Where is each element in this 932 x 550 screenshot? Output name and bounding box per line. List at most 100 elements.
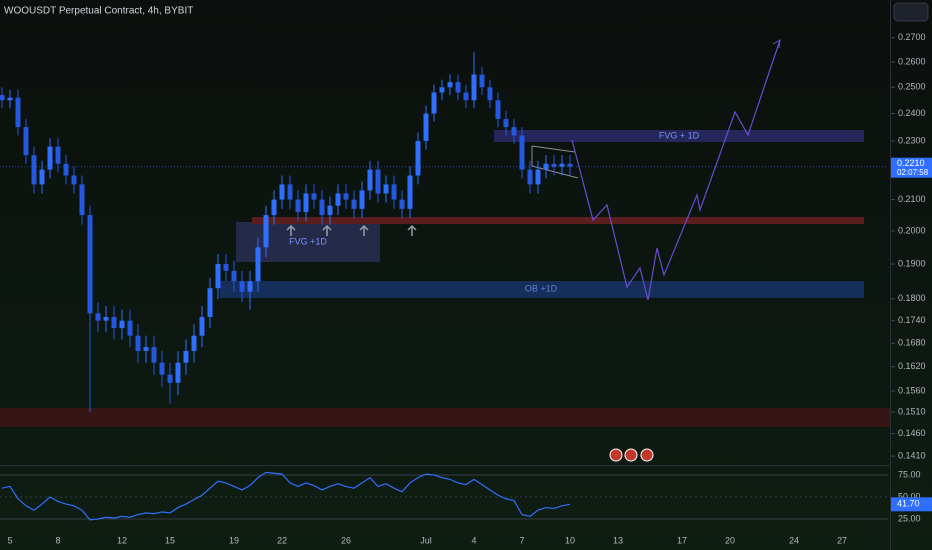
x-tick-label: 12: [117, 535, 127, 545]
candle-body: [199, 316, 205, 336]
y-tick-label: 0.1900: [898, 258, 926, 268]
candles: [0, 52, 573, 412]
candle-body: [455, 82, 461, 93]
candle-body: [535, 169, 541, 185]
candle-body: [55, 146, 61, 164]
rsi-tag: [891, 497, 932, 512]
candle-body: [479, 74, 485, 88]
candle-body: [375, 169, 381, 194]
candle-body: [527, 169, 533, 185]
projection-head: [772, 39, 781, 49]
candle-body: [63, 163, 69, 176]
candle-body: [0, 95, 5, 101]
x-tick-label: 10: [565, 535, 575, 545]
projection: [571, 39, 781, 301]
candle-body: [247, 281, 253, 292]
y-tick-label: 0.2500: [898, 82, 926, 92]
y-tick-label: 0.1740: [898, 315, 926, 325]
candle-body: [135, 335, 141, 351]
fvg-zone-top: [494, 130, 864, 142]
candle-body: [407, 175, 413, 209]
candle-body: [255, 247, 261, 282]
candle-body: [559, 163, 565, 167]
annotation: FVG +1D: [289, 236, 327, 246]
candle-body: [119, 320, 125, 329]
x-tick-label: Jul: [420, 535, 432, 545]
candle-body: [415, 140, 421, 176]
last-price-tag: [891, 157, 932, 178]
y-tick-label: 0.1460: [898, 428, 926, 438]
candle-body: [359, 190, 365, 209]
x-tick-label: 15: [165, 535, 175, 545]
candle-body: [271, 199, 277, 216]
candle-body: [159, 362, 165, 375]
x-tick-label: 8: [55, 535, 60, 545]
toolbar-button[interactable]: [893, 2, 929, 22]
candle-body: [503, 118, 509, 128]
y-tick-label: 25.00: [898, 513, 921, 523]
candle-body: [463, 92, 469, 101]
candle-body: [295, 199, 301, 212]
candle-body: [263, 215, 269, 248]
candle-body: [151, 347, 157, 363]
candle-body: [423, 113, 429, 141]
candle-body: [487, 87, 493, 101]
candle-body: [111, 316, 117, 329]
x-tick-label: 22: [277, 535, 287, 545]
candle-body: [391, 184, 397, 200]
candle-body: [223, 264, 229, 271]
candle-body: [71, 175, 77, 185]
y-tick-label: 0.2400: [898, 108, 926, 118]
candle-body: [191, 335, 197, 351]
countdown: 02:07:58: [897, 168, 929, 177]
candle-body: [351, 199, 357, 209]
candle-body: [103, 316, 109, 321]
candle-body: [399, 199, 405, 209]
candle-body: [495, 100, 501, 119]
candle-body: [143, 347, 149, 351]
candle-body: [95, 313, 101, 321]
y-tick-label: 0.2000: [898, 225, 926, 235]
x-tick-label: 5: [7, 535, 12, 545]
candle-body: [311, 193, 317, 200]
candle-body: [207, 288, 213, 317]
x-tick-label: 24: [789, 535, 799, 545]
candle-body: [567, 163, 573, 167]
candle-body: [431, 92, 437, 114]
candle-body: [511, 127, 517, 136]
candle-body: [303, 193, 309, 212]
candle-body: [519, 135, 525, 170]
x-tick-label: 4: [471, 535, 476, 545]
candle-body: [343, 193, 349, 200]
candle-body: [239, 281, 245, 292]
y-tick-label: 0.1680: [898, 338, 926, 348]
candle-body: [127, 320, 133, 336]
candle-body: [551, 163, 557, 167]
x-tick-label: 20: [725, 535, 735, 545]
chart-title: WOOUSDT Perpetual Contract, 4h, BYBIT: [4, 6, 193, 17]
y-tick-label: 75.00: [898, 469, 921, 479]
ob-zone: [220, 281, 864, 298]
candle-body: [471, 74, 477, 101]
x-tick-label: 13: [613, 535, 623, 545]
candle-body: [287, 184, 293, 200]
x-tick-label: 19: [229, 535, 239, 545]
y-tick-label: 0.1620: [898, 361, 926, 371]
rsi-line: [1, 471, 571, 521]
support-zone: [0, 408, 890, 427]
y-tick-label: 0.1510: [898, 406, 926, 416]
x-tick-label: 26: [341, 535, 351, 545]
annotation: OB +1D: [525, 283, 558, 293]
candle-body: [367, 169, 373, 191]
candle-body: [39, 169, 45, 185]
y-tick-label: 0.1800: [898, 293, 926, 303]
candle-body: [47, 146, 53, 170]
candle-body: [439, 87, 445, 93]
arrows: [286, 224, 417, 236]
candle-body: [335, 193, 341, 206]
resistance-line: [252, 217, 864, 224]
y-tick-label: 0.2600: [898, 56, 926, 66]
candle-body: [279, 184, 285, 200]
